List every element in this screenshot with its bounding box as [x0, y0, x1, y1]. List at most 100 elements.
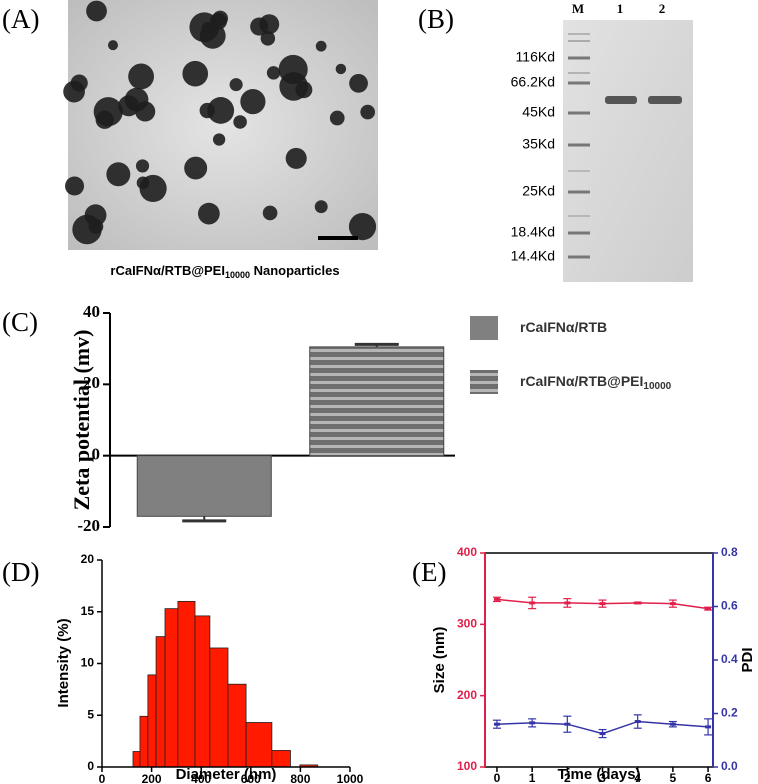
- nanoparticle: [229, 78, 243, 92]
- gel-image: [563, 20, 693, 282]
- error-bar: [598, 728, 607, 739]
- y-tick-label: -20: [77, 516, 100, 535]
- histogram-bar: [147, 674, 157, 768]
- histogram-bar: [177, 601, 196, 768]
- y-tick-label: 20: [83, 373, 100, 392]
- nanoparticle: [360, 104, 376, 120]
- y-tick-label: 100: [457, 759, 477, 773]
- panel-label: (C): [2, 307, 38, 337]
- marker-band: [568, 56, 590, 60]
- error-bar: [563, 598, 572, 608]
- y-tick-label: 20: [81, 552, 95, 566]
- y-tick-label: 5: [87, 707, 94, 721]
- nanoparticle: [260, 31, 276, 46]
- histogram-bar: [245, 722, 273, 768]
- panel-label: (A): [2, 4, 39, 34]
- nanoparticle: [128, 63, 154, 90]
- x-tick-label: 0: [494, 771, 501, 784]
- nanoparticle: [63, 80, 85, 103]
- tem-image: [63, 0, 378, 250]
- marker-band: [568, 231, 590, 235]
- error-bar: [704, 606, 713, 611]
- point-marker: [493, 597, 500, 601]
- x-axis-title: Time (days): [557, 766, 640, 783]
- histogram-bar: [155, 636, 166, 768]
- legend-label: rCaIFNα/RTB@PEI10000: [520, 373, 672, 392]
- error-bar: [668, 599, 677, 608]
- y-axis-title: Intensity (%): [55, 618, 72, 707]
- image-caption: rCaIFNα/RTB@PEI10000 Nanoparticles: [110, 263, 339, 280]
- nanoparticle: [212, 133, 226, 146]
- point-marker: [669, 602, 676, 606]
- nanoparticle: [349, 73, 368, 93]
- x-tick-label: 2: [564, 771, 571, 784]
- histogram-bar: [209, 647, 229, 768]
- error-bar: [492, 719, 501, 729]
- y-tick-label: 200: [457, 688, 477, 702]
- y2-tick-label: 0.6: [721, 599, 738, 613]
- y-axis-title: Zeta potential (mv): [69, 330, 94, 511]
- marker-band: [568, 215, 590, 217]
- point-marker: [493, 722, 500, 726]
- error-bar: [528, 718, 537, 728]
- nanoparticle: [106, 162, 131, 187]
- point-marker: [599, 732, 606, 736]
- y-tick-label: 10: [81, 656, 95, 670]
- point-marker: [564, 601, 571, 605]
- histogram-bar: [164, 608, 179, 768]
- plot-frame: [484, 552, 714, 768]
- nanoparticle: [314, 200, 328, 214]
- x-tick-label: 1: [529, 771, 536, 784]
- legend-swatch: [470, 316, 498, 340]
- y2-axis-title: PDI: [739, 647, 756, 672]
- nanoparticle: [279, 72, 308, 101]
- scale-bar: [318, 236, 358, 240]
- y-tick-label: 300: [457, 617, 477, 631]
- x-tick-label: 200: [142, 772, 162, 784]
- point-marker: [529, 721, 536, 725]
- y2-tick-label: 0.2: [721, 706, 738, 720]
- nanoparticle: [184, 156, 208, 180]
- nanoparticle: [88, 219, 104, 234]
- histogram-bar: [194, 615, 211, 768]
- marker-band: [568, 143, 590, 147]
- marker-label: 25Kd: [522, 183, 555, 199]
- nanoparticle: [198, 202, 220, 225]
- protein-band: [648, 96, 682, 104]
- error-bar: [704, 718, 713, 736]
- x-tick-label: 400: [191, 772, 211, 784]
- point-marker: [669, 722, 676, 726]
- y-axis-title: Size (nm): [431, 627, 448, 694]
- nanoparticle: [233, 115, 247, 129]
- x-tick-label: 4: [634, 771, 641, 784]
- marker-label: 116Kd: [516, 49, 555, 65]
- marker-band: [568, 190, 590, 194]
- nanoparticle: [266, 66, 281, 80]
- x-tick-label: 1000: [337, 772, 364, 784]
- y-tick-label: 0: [87, 759, 94, 773]
- error-bar: [633, 601, 642, 605]
- histogram-bar: [139, 715, 149, 768]
- point-marker: [634, 601, 641, 605]
- y2-tick-label: 0.8: [721, 545, 738, 559]
- error-bar: [354, 342, 399, 347]
- caption-after: Nanoparticles: [250, 263, 340, 278]
- marker-band: [568, 72, 590, 74]
- x-axis-title: Diameter (nm): [176, 766, 277, 783]
- marker-band: [568, 255, 590, 259]
- lane-label: 2: [659, 1, 666, 16]
- x-tick-label: 0: [99, 772, 106, 784]
- legend-swatch: [470, 370, 498, 394]
- histogram-bar: [132, 751, 141, 768]
- nanoparticle: [335, 63, 347, 75]
- nanoparticle: [209, 12, 228, 30]
- nanoparticle: [199, 102, 215, 119]
- x-tick-label: 5: [670, 771, 677, 784]
- lane-label: 1: [617, 1, 624, 16]
- histogram-bar: [227, 683, 247, 768]
- error-bar: [668, 720, 677, 728]
- point-marker: [705, 725, 712, 729]
- nanoparticle: [240, 89, 266, 115]
- panel-label: (D): [2, 557, 39, 587]
